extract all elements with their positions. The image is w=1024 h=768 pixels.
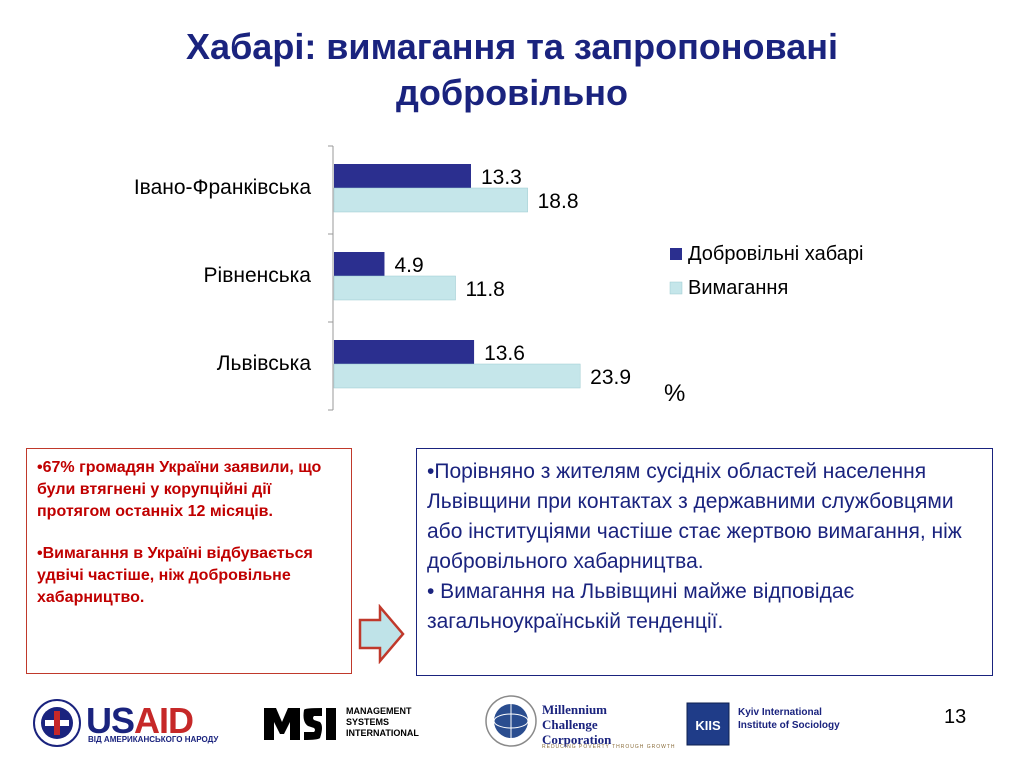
page-number: 13 <box>944 706 967 728</box>
data-label: 4.9 <box>394 254 423 277</box>
mcc-globe-icon <box>485 695 537 747</box>
slide-title: Хабарі: вимагання та запропоновані добро… <box>0 24 1024 116</box>
mcc-wordmark: Millennium Challenge Corporation <box>542 702 612 747</box>
legend-swatch <box>670 248 682 260</box>
category-label: Львівська <box>217 352 312 375</box>
left-box-paragraph-2: •Вимагання в Україні відбувається удвічі… <box>37 545 313 606</box>
msi-text: MANAGEMENT SYSTEMS INTERNATIONAL <box>346 706 419 738</box>
footer-logos: USAID ВІД АМЕРИКАНСЬКОГО НАРОДУ MANAGEME… <box>0 690 1024 760</box>
category-label: Івано-Франківська <box>134 176 311 199</box>
mcc-tagline: REDUCING POVERTY THROUGH GROWTH <box>542 744 676 750</box>
left-info-box: •67% громадян України заявили, що були в… <box>26 448 352 674</box>
bar <box>333 275 456 301</box>
msi-logo-icon <box>264 708 336 740</box>
data-label: 11.8 <box>466 278 505 301</box>
kiis-name: Kyiv International Institute of Sociolog… <box>738 707 840 731</box>
usaid-subtitle: ВІД АМЕРИКАНСЬКОГО НАРОДУ <box>88 735 219 744</box>
left-box-paragraph-1: •67% громадян України заявили, що були в… <box>37 459 322 520</box>
usaid-seal-icon <box>33 699 81 747</box>
bar <box>333 187 528 213</box>
bar-chart: Івано-Франківська 13.3 18.8 Рівненська 4.9 11… <box>134 145 863 411</box>
legend-label: Добровільні хабарі <box>688 243 863 265</box>
category-label: Рівненська <box>204 264 312 287</box>
right-arrow-icon <box>358 604 405 664</box>
kiis-logo-icon: KIIS <box>686 702 730 746</box>
title-line-2: добровільно <box>396 72 628 113</box>
title-line-1: Хабарі: вимагання та запропоновані <box>186 26 838 67</box>
svg-text:KIIS: KIIS <box>695 718 721 733</box>
data-label: 13.6 <box>484 342 525 365</box>
right-box-paragraph-2: • Вимагання на Львівщині майже відповіда… <box>427 580 855 633</box>
usaid-wordmark: USAID <box>86 700 194 741</box>
bar <box>334 252 385 276</box>
legend-swatch <box>669 281 683 295</box>
right-info-box: •Порівняно з жителям сусідніх областей н… <box>416 448 993 676</box>
bar <box>333 363 581 389</box>
right-box-paragraph-1: •Порівняно з жителям сусідніх областей н… <box>427 460 962 573</box>
data-label: 18.8 <box>538 190 579 213</box>
unit-label: % <box>664 380 686 407</box>
data-label: 13.3 <box>481 166 522 189</box>
bar <box>334 164 471 188</box>
legend-label: Вимагання <box>688 277 788 299</box>
bar <box>334 340 475 364</box>
data-label: 23.9 <box>590 366 631 389</box>
